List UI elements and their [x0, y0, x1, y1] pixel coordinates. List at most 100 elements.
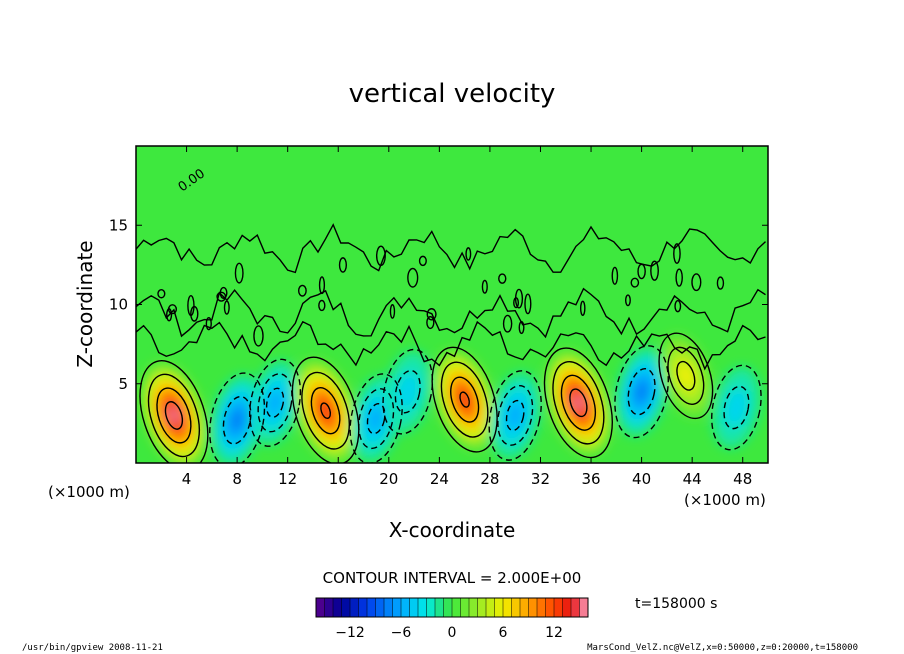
small-contour-12 — [674, 300, 682, 313]
colorbar-segment-8 — [384, 598, 393, 617]
z-axis-ticks: 5 10 15 — [109, 216, 768, 393]
small-contour-39 — [579, 300, 586, 316]
small-contour-32 — [675, 268, 683, 287]
colorbar-segment-14 — [435, 598, 444, 617]
cell-contour-7-0 — [488, 370, 542, 461]
cell-fill-6-6 — [460, 392, 470, 407]
small-contour-36 — [611, 266, 619, 285]
z-tick-label-2: 15 — [109, 216, 128, 234]
small-contour-21 — [253, 325, 264, 347]
cell-fill-11-1 — [724, 387, 749, 428]
cell-contour-6-6 — [459, 391, 470, 408]
cell-contour-5-1 — [394, 369, 421, 414]
colorbar-segment-31 — [579, 598, 589, 617]
cell-contour-11-1 — [723, 385, 750, 430]
x-unit-right: (×1000 m) — [684, 491, 766, 509]
colorbar-segment-12 — [418, 598, 427, 617]
cell-contour-4-0 — [349, 373, 403, 463]
cell-contour-6-4 — [450, 376, 480, 423]
small-contour-8 — [637, 263, 646, 280]
cell-contour-8-2 — [552, 361, 605, 445]
plot-area — [136, 146, 768, 463]
small-contour-37 — [216, 291, 227, 302]
cell-contour-8-4 — [560, 374, 597, 431]
small-contour-24 — [524, 293, 532, 315]
cell-contour-7-1 — [497, 384, 534, 446]
small-contour-30 — [223, 300, 230, 315]
small-contour-2 — [234, 262, 244, 284]
small-contour-29 — [205, 316, 212, 331]
small-contour-11 — [418, 255, 427, 267]
colorbar-segment-0 — [316, 598, 325, 617]
small-contour-15 — [426, 315, 435, 330]
footer-right: MarsCond_VelZ.nc@VelZ,x=0:50000,z=0:2000… — [587, 643, 858, 653]
colorbar-segment-18 — [469, 598, 478, 617]
time-label: t=158000 s — [635, 596, 717, 612]
x-tick-label-10: 44 — [683, 470, 702, 488]
colorbar-segment-3 — [341, 598, 351, 617]
colorbar-segment-23 — [511, 598, 521, 617]
cell-contour-0-6 — [164, 401, 184, 430]
colorbar-segment-5 — [358, 598, 368, 617]
colorbar-segment-7 — [375, 598, 385, 617]
upper-contour-1 — [136, 287, 766, 339]
cell-contour-8-6 — [569, 388, 588, 418]
colorbar-tick-label-4: 12 — [545, 625, 563, 641]
colorbar-segment-13 — [426, 598, 436, 617]
colorbar-segment-2 — [333, 598, 342, 617]
cell-fill-8-7 — [574, 396, 583, 410]
small-contour-6 — [716, 276, 725, 290]
cell-contour-2-0 — [249, 358, 302, 447]
x-tick-label-8: 36 — [581, 470, 600, 488]
cell-contour-10-0 — [658, 332, 714, 420]
cell-contour-9-0 — [614, 345, 669, 439]
small-contour-0 — [673, 243, 681, 264]
colorbar-ticks: −12 −6 0 6 12 — [335, 625, 563, 641]
cell-fill-0-7 — [169, 408, 178, 422]
cell-fill-3-6 — [321, 403, 331, 418]
small-contour-31 — [338, 257, 348, 273]
small-contour-3 — [318, 299, 326, 312]
colorbar-segment-10 — [401, 598, 410, 617]
x-tick-label-7: 32 — [531, 470, 550, 488]
cell-fill-4-2 — [367, 404, 385, 433]
cell-contour-6-2 — [440, 361, 489, 438]
colorbar-segment-16 — [452, 598, 461, 617]
colorbar-tick-label-1: −6 — [391, 625, 412, 641]
upper-contour-2 — [136, 320, 766, 371]
small-contour-4 — [691, 273, 702, 292]
contour-lines — [136, 223, 766, 463]
x-tick-label-4: 20 — [379, 470, 398, 488]
small-contour-26 — [166, 308, 173, 322]
z-axis-label: Z-coordinate — [73, 240, 97, 367]
cell-contour-2-1 — [257, 373, 293, 433]
colorbar-segment-17 — [460, 598, 470, 617]
cell-contour-3-0 — [291, 356, 360, 463]
small-contour-16 — [297, 284, 307, 297]
cell-contour-10-1 — [667, 346, 705, 405]
x-tick-label-5: 24 — [430, 470, 449, 488]
small-contour-18 — [157, 289, 166, 299]
z-tick-label-1: 10 — [109, 296, 128, 314]
cell-contour-1-0 — [209, 372, 266, 463]
cell-contour-4-2 — [366, 403, 386, 435]
small-contour-5 — [318, 276, 326, 295]
colorbar-segment-24 — [520, 598, 529, 617]
small-contour-33 — [426, 308, 437, 321]
cell-contour-3-6 — [320, 402, 332, 420]
x-tick-label-6: 28 — [480, 470, 499, 488]
cell-contour-7-2 — [505, 399, 525, 432]
cell-contour-6-0 — [431, 346, 498, 453]
small-contour-20 — [407, 267, 419, 288]
colorbar-segment-26 — [537, 598, 546, 617]
colorbar-segment-25 — [528, 598, 538, 617]
small-contour-34 — [514, 288, 524, 309]
colorbar-segment-9 — [392, 598, 402, 617]
cell-fill-1-3 — [230, 408, 244, 432]
colorbar-tick-label-3: 6 — [499, 625, 508, 641]
contour-interval-text: CONTOUR INTERVAL = 2.000E+00 — [323, 569, 582, 587]
cell-fill-10-2 — [677, 362, 695, 390]
colorbar-segment-28 — [554, 598, 563, 617]
x-tick-label-2: 12 — [278, 470, 297, 488]
